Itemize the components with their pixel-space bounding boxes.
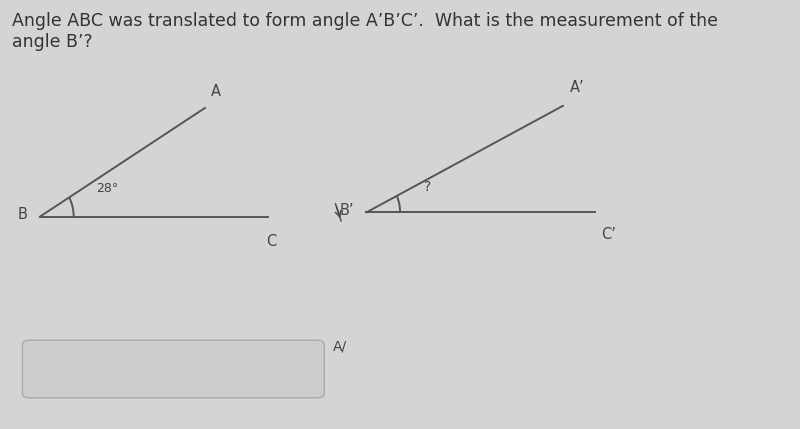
Text: A/: A/ <box>334 340 347 353</box>
Text: ?: ? <box>424 180 431 194</box>
Text: 28°: 28° <box>97 182 119 195</box>
Text: C’: C’ <box>601 227 616 242</box>
Text: B: B <box>18 207 27 222</box>
Text: B’: B’ <box>339 203 354 218</box>
Text: A: A <box>210 85 221 100</box>
Text: C: C <box>266 234 277 249</box>
Text: Angle ABC was translated to form angle A’B’C’.  What is the measurement of the
a: Angle ABC was translated to form angle A… <box>12 12 718 51</box>
Text: A’: A’ <box>570 80 584 95</box>
FancyBboxPatch shape <box>22 340 324 398</box>
